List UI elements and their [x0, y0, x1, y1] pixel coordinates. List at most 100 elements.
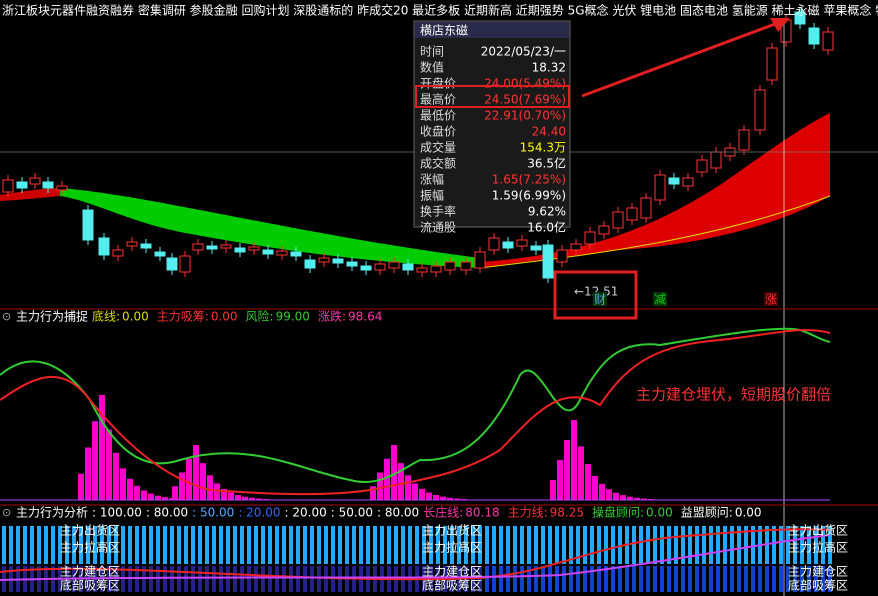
zone-bar — [86, 526, 90, 564]
zone-bar — [324, 566, 328, 592]
indicator-value: 99.00 — [276, 310, 310, 324]
zone-bar — [562, 566, 566, 592]
zone-bar — [681, 526, 685, 564]
scale-label: : 50.00 — [331, 506, 373, 520]
candle — [402, 263, 414, 271]
zone-bar — [555, 566, 559, 592]
popup-value: 1.65(7.25%) — [492, 173, 566, 187]
hist-bar — [263, 498, 269, 500]
hist-bar — [461, 498, 467, 500]
popup-title: 横店东磁 — [420, 23, 468, 38]
popup-value: 24.40 — [532, 125, 566, 139]
indicator-label: 主力线: — [508, 506, 548, 520]
zone-bar — [177, 566, 181, 592]
hist-bar — [120, 468, 126, 500]
zone-bar — [639, 526, 643, 564]
zone-bar — [821, 566, 825, 592]
zone-bar — [611, 566, 615, 592]
hist-bar — [155, 495, 161, 500]
zone-bar — [814, 566, 818, 592]
candle — [626, 207, 638, 221]
candle — [416, 267, 428, 273]
zone-bar — [149, 526, 153, 564]
panel-icon: ⊙ — [2, 310, 11, 323]
popup-value: 16.0亿 — [527, 220, 566, 235]
candle — [140, 243, 152, 249]
zone-bar — [254, 566, 258, 592]
zone-bar — [303, 566, 307, 592]
hist-bar — [613, 492, 619, 500]
zone-bar — [723, 526, 727, 564]
popup-label: 振幅 — [420, 188, 444, 203]
zone-bar — [611, 526, 615, 564]
zone-bar — [65, 526, 69, 564]
popup-label: 时间 — [420, 45, 444, 59]
zone-bar — [310, 566, 314, 592]
zone-bar — [9, 526, 13, 564]
zone-bar — [142, 526, 146, 564]
popup-label: 收盘价 — [420, 124, 456, 139]
zone-bar — [534, 526, 538, 564]
hist-bar — [106, 429, 112, 500]
zone-bar — [548, 526, 552, 564]
zone-bar — [170, 526, 174, 564]
zone-bar — [289, 566, 293, 592]
candle — [682, 177, 694, 187]
hist-bar — [440, 496, 446, 500]
zone-bar — [121, 526, 125, 564]
candle — [374, 263, 386, 271]
candle — [206, 245, 218, 250]
hist-bar — [99, 395, 105, 500]
zone-bar — [576, 526, 580, 564]
marker: 涨 — [765, 292, 777, 307]
popup-value: 22.91(0.70%) — [484, 109, 566, 123]
candle — [248, 246, 260, 251]
zone-bar — [261, 566, 265, 592]
candle — [640, 197, 652, 219]
hist-bar — [134, 485, 140, 500]
zone-bar — [534, 566, 538, 592]
popup: 横店东磁 时间 2022/05/23/一数值 18.32 开盘价 24.00(5.49%… — [413, 20, 571, 235]
zone-label: 底部吸筹区 — [60, 578, 120, 593]
popup-value: 18.32 — [532, 61, 566, 75]
candle — [42, 181, 54, 189]
hist-bar — [214, 483, 220, 500]
indicator-label: 底线: — [92, 309, 120, 324]
zone-bar — [51, 526, 55, 564]
marker-bg — [764, 292, 778, 306]
marker-bg — [593, 292, 607, 306]
zone-bar — [513, 566, 517, 592]
ma-ribbon-green — [60, 188, 480, 268]
marker: 财 — [594, 293, 606, 307]
scale-label: : 50.00 — [192, 506, 234, 520]
zone-bar — [772, 526, 776, 564]
hist-bar — [200, 463, 206, 500]
zone-bar — [520, 566, 524, 592]
zone-bar — [562, 526, 566, 564]
zone-bar — [618, 566, 622, 592]
zone-bar — [37, 526, 41, 564]
zone-bar — [268, 566, 272, 592]
popup-label: 流通股 — [420, 221, 456, 235]
candle — [822, 31, 834, 51]
indicator-value: 0.00 — [735, 506, 762, 520]
zone-bar — [296, 566, 300, 592]
candle — [154, 251, 166, 257]
zone-label: 主力拉高区 — [60, 540, 120, 555]
zone-bar — [380, 526, 384, 564]
zone-bar — [177, 526, 181, 564]
zone-label: 主力拉高区 — [422, 540, 482, 555]
zone-bar — [828, 566, 832, 592]
candle — [290, 251, 302, 257]
hist-bar — [557, 460, 563, 500]
indicator-value: 80.18 — [465, 506, 499, 520]
candle — [2, 179, 14, 193]
zone-bar — [233, 566, 237, 592]
candle — [262, 249, 274, 255]
candle — [668, 177, 680, 185]
zone-bar — [604, 566, 608, 592]
zone-bar — [751, 526, 755, 564]
zone-bar — [527, 566, 531, 592]
indicator-value: 0.00 — [122, 310, 149, 324]
zone-bar — [114, 526, 118, 564]
